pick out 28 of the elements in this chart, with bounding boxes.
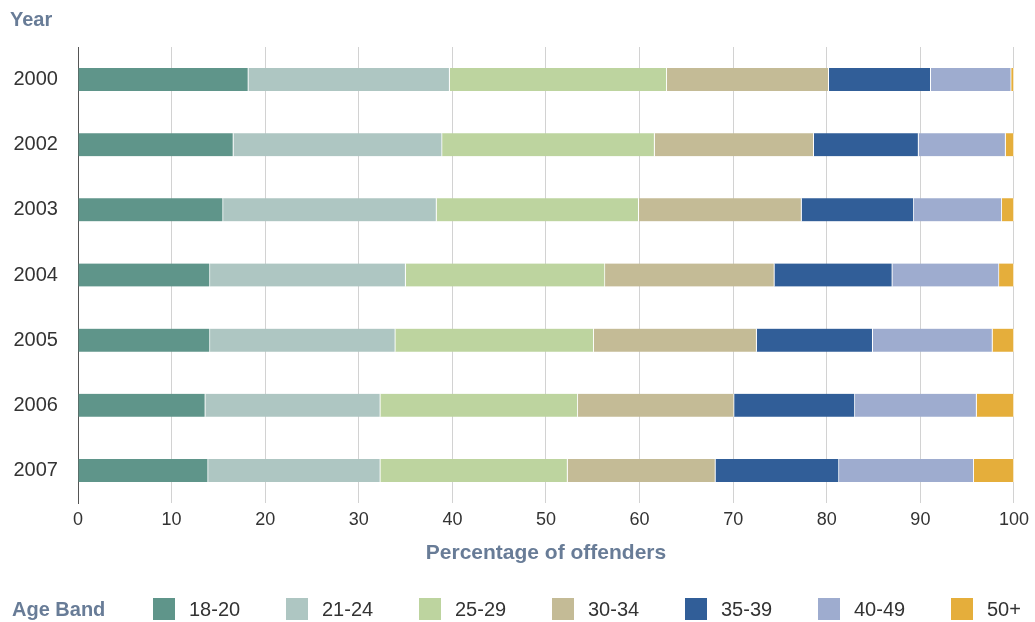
x-tick-label: 100 bbox=[998, 508, 1030, 529]
x-tick-label: 80 bbox=[816, 508, 837, 529]
x-tick-label: 0 bbox=[72, 508, 84, 529]
x-tick-label: 30 bbox=[348, 508, 369, 529]
x-tick-label: 20 bbox=[255, 508, 276, 529]
legend-label: 40-49 bbox=[854, 598, 906, 620]
x-tick-label: 90 bbox=[910, 508, 931, 529]
x-axis-title: Percentage of offenders bbox=[425, 540, 667, 564]
x-tick-label: 70 bbox=[723, 508, 744, 529]
legend-label: 30-34 bbox=[588, 598, 640, 620]
y-tick-label: 2000 bbox=[13, 67, 58, 90]
y-tick-label: 2006 bbox=[13, 392, 58, 415]
x-tick-label: 10 bbox=[161, 508, 182, 529]
legend-title: Age Band bbox=[12, 598, 106, 620]
x-tick-label: 50 bbox=[535, 508, 557, 529]
y-tick-label: 2003 bbox=[13, 197, 58, 220]
x-tick-label: 40 bbox=[442, 508, 463, 529]
y-tick-label: 2005 bbox=[13, 327, 58, 350]
y-tick-label: 2004 bbox=[13, 262, 58, 285]
legend-label: 35-39 bbox=[721, 598, 773, 620]
legend-label: 50+ bbox=[987, 598, 1021, 620]
legend-label: 25-29 bbox=[455, 598, 507, 620]
legend-label: 21-24 bbox=[322, 598, 374, 620]
y-tick-label: 2002 bbox=[13, 132, 58, 155]
y-axis-title: Year bbox=[10, 7, 53, 31]
y-tick-label: 2007 bbox=[13, 457, 58, 480]
legend-label: 18-20 bbox=[189, 598, 241, 620]
x-tick-label: 60 bbox=[629, 508, 650, 529]
